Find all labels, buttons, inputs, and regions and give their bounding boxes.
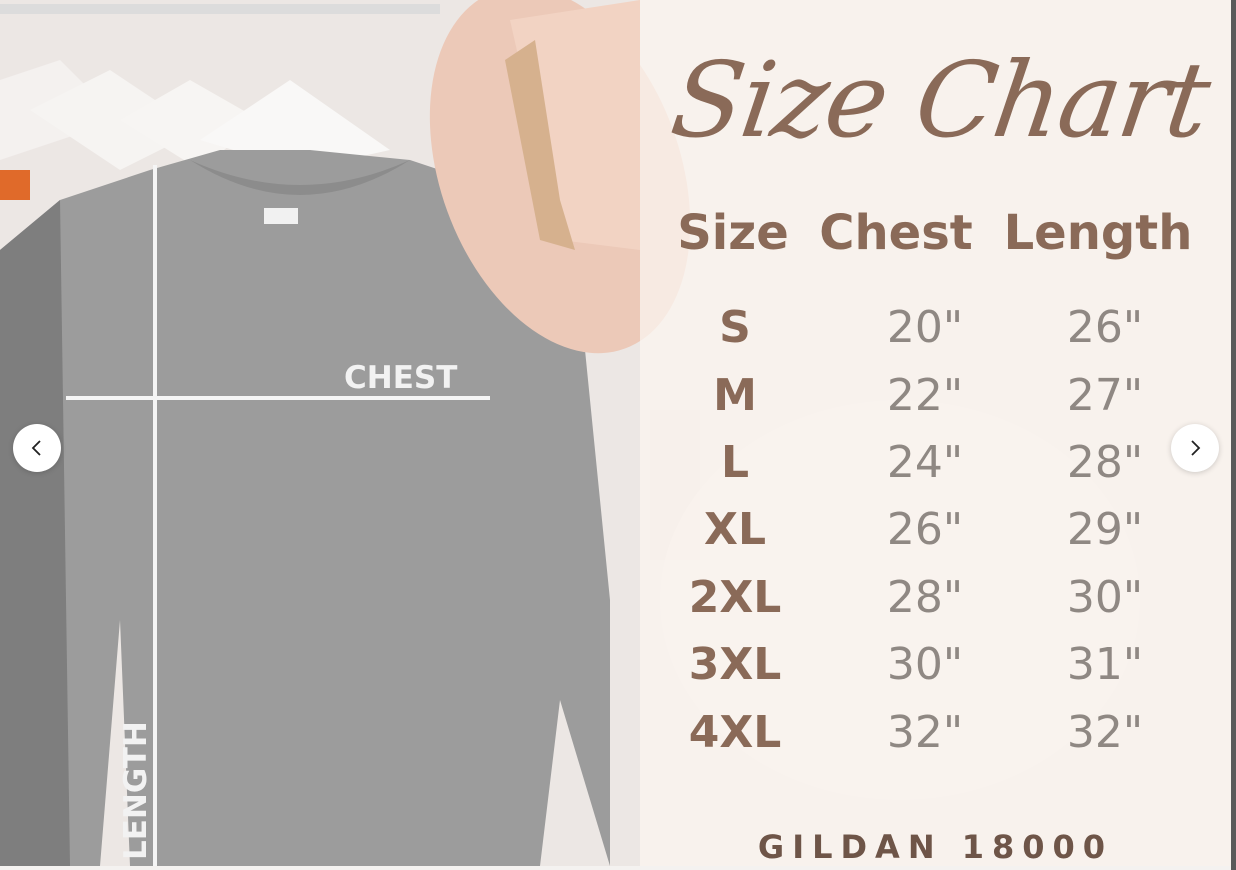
header-chest: Chest [819, 205, 973, 261]
chart-title: Size Chart [664, 39, 1216, 161]
cell-length: 26" [1066, 302, 1144, 353]
model-footer: GILDAN 18000 [757, 828, 1114, 866]
cell-length: 28" [1066, 437, 1144, 488]
sweatshirt [0, 150, 610, 866]
header-length: Length [1003, 205, 1193, 261]
cell-chest: 24" [886, 437, 964, 488]
prev-image-button[interactable] [13, 424, 61, 472]
cell-chest: 32" [886, 707, 964, 758]
cell-size: M [713, 370, 757, 421]
scrollbar[interactable] [1231, 0, 1236, 870]
chevron-left-icon [31, 440, 41, 456]
cell-length: 27" [1066, 370, 1144, 421]
cell-size: S [719, 302, 751, 353]
cell-chest: 22" [886, 370, 964, 421]
length-label: LENGTH [118, 721, 154, 860]
cell-length: 30" [1066, 572, 1144, 623]
hanger [200, 80, 390, 170]
cell-length: 29" [1066, 504, 1144, 555]
cell-size: 3XL [688, 639, 782, 690]
cell-length: 32" [1066, 707, 1144, 758]
header-size: Size [677, 205, 789, 261]
cell-size: 2XL [688, 572, 782, 623]
next-image-button[interactable] [1171, 424, 1219, 472]
chest-label: CHEST [344, 360, 458, 396]
cell-length: 31" [1066, 639, 1144, 690]
chevron-right-icon [1191, 440, 1201, 456]
cell-chest: 26" [886, 504, 964, 555]
cell-size: 4XL [688, 707, 782, 758]
cell-size: XL [704, 504, 766, 555]
cell-chest: 28" [886, 572, 964, 623]
clothing-rail [0, 4, 440, 14]
cell-chest: 30" [886, 639, 964, 690]
cell-size: L [720, 437, 750, 488]
size-chart-panel [640, 0, 1231, 866]
garment-tag [264, 208, 298, 224]
cell-chest: 20" [886, 302, 964, 353]
